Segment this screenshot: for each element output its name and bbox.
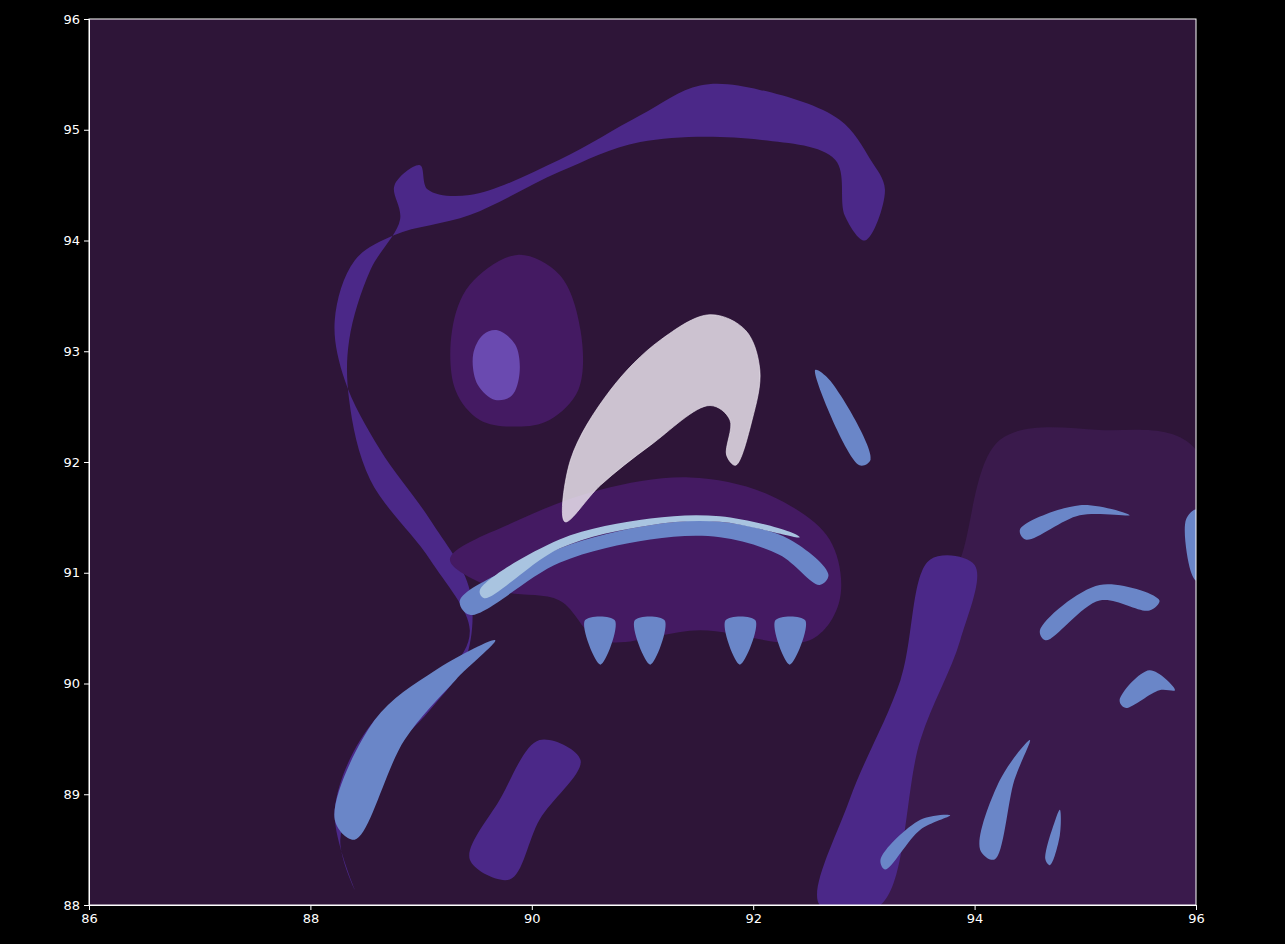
tick: 88 [303,905,320,926]
tick-mark [1196,905,1197,910]
tick: 96 [63,12,89,27]
tick-label: 91 [63,565,80,580]
region [1040,584,1160,640]
frame [89,19,1196,905]
tick: 94 [63,233,89,248]
region [1120,670,1175,708]
tick: 88 [63,898,89,913]
region [1185,510,1196,581]
region [450,255,583,427]
region [880,815,950,870]
plot: 868890929496888990919293949596 [63,12,1240,943]
tick: 86 [81,905,98,926]
tick: 89 [63,787,89,802]
tick-label: 92 [63,455,80,470]
tick-mark [310,905,311,910]
region [480,515,800,598]
tick: 94 [967,905,984,926]
tick-label: 90 [63,676,80,691]
tick: 91 [63,565,89,580]
tick-label: 89 [63,787,80,802]
tick-mark [84,462,89,463]
region [584,616,616,664]
axis-line [84,20,90,906]
region [469,739,581,880]
y-axis: 88 89 90 91 92 93 94 95 96 [63,12,89,913]
tick: 92 [745,905,762,926]
tick-mark [84,794,89,795]
region [1045,810,1061,865]
tick-label: 96 [63,12,80,27]
tick-label: 90 [524,911,541,926]
tick-label: 88 [63,898,80,913]
region [725,616,757,664]
region [562,315,760,522]
tick: 93 [63,344,89,359]
tick-mark [84,573,89,574]
tick-mark [753,905,754,910]
tick-mark [84,130,89,131]
tick-label: 94 [967,911,984,926]
x-axis: 86 88 90 92 94 96 [81,905,1205,926]
region [634,616,666,664]
tick-label: 86 [81,911,98,926]
region [979,740,1030,860]
tick-mark [975,905,976,910]
region [334,640,495,840]
tick-mark [532,905,533,910]
tick-mark [84,19,89,20]
tick-label: 95 [63,122,80,137]
tick-label: 94 [63,233,80,248]
region [852,427,1196,905]
axis-line [90,906,1197,911]
regions [334,84,1196,905]
region [1020,505,1130,540]
chart: 868890929496888990919293949596 [0,0,1285,944]
tick-label: 92 [745,911,762,926]
tick-mark [84,241,89,242]
region [774,616,806,664]
region [334,84,884,890]
region [815,370,871,466]
tick-mark [84,684,89,685]
tick-mark [84,905,89,906]
tick-mark [84,351,89,352]
tick: 92 [63,455,89,470]
tick: 90 [524,905,541,926]
region [817,555,977,905]
tick: 90 [63,676,89,691]
tick: 96 [1188,905,1205,926]
tick-label: 93 [63,344,80,359]
tick-label: 96 [1188,911,1205,926]
tick-label: 88 [303,911,320,926]
region [473,330,520,400]
tick: 95 [63,122,89,137]
